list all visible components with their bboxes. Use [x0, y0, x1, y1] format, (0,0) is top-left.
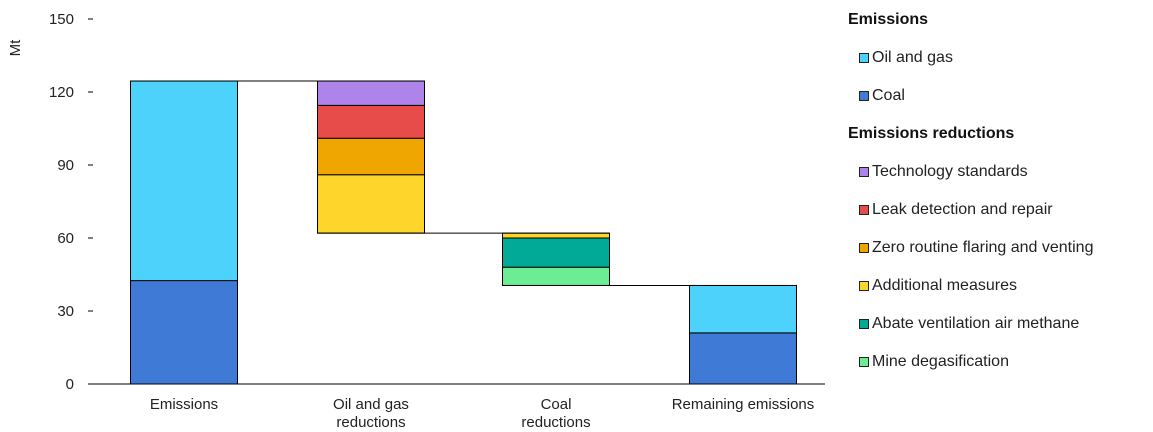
- y-tick-label: 90: [57, 157, 74, 174]
- legend-label: Oil and gas: [872, 49, 953, 66]
- legend-swatch: [859, 281, 869, 291]
- legend-swatch: [859, 357, 869, 367]
- bar-segment-mine-degasification: [502, 266, 610, 286]
- y-tick-label: 60: [57, 230, 74, 247]
- legend-item: Zero routine flaring and venting: [848, 236, 1148, 260]
- bar-segment-additional-measures: [502, 232, 610, 239]
- bar-segment-leak-detection-and-repair: [317, 104, 425, 139]
- chart-legend: Emissions Oil and gas Coal Emissions reduct…: [848, 8, 1148, 388]
- x-category-label: Oil and gas reductions: [333, 396, 409, 431]
- legend-swatch: [859, 167, 869, 177]
- y-tick-label: 120: [49, 84, 74, 101]
- bar-segment-oil-and-gas: [689, 284, 797, 334]
- legend-swatch: [859, 319, 869, 329]
- legend-label: Mine degasification: [872, 353, 1009, 370]
- bar-segment-zero-routine-flaring-and-venting: [317, 137, 425, 176]
- legend-item: Technology standards: [848, 160, 1148, 184]
- legend-swatch: [859, 53, 869, 63]
- waterfall-chart: Mt 0 30 60 90 120 150 Emissions Oil and gas reduc…: [7, 11, 825, 431]
- legend-label: Coal: [872, 87, 905, 104]
- bar-segment-coal: [130, 280, 238, 385]
- x-category-label: Coal reductions: [521, 396, 590, 431]
- legend-label: Technology standards: [872, 163, 1028, 180]
- x-category-label: Remaining emissions: [672, 396, 815, 413]
- legend-swatch: [859, 205, 869, 215]
- legend-label: Leak detection and repair: [872, 201, 1053, 218]
- x-category-label: Emissions: [150, 396, 218, 413]
- legend-item: Mine degasification: [848, 350, 1148, 374]
- legend-swatch: [859, 243, 869, 253]
- bar-segment-abate-ventilation-air-methane: [502, 237, 610, 268]
- y-axis-title: Mt: [7, 39, 24, 56]
- legend-label: Zero routine flaring and venting: [872, 239, 1094, 256]
- bar-segment-additional-measures: [317, 174, 425, 234]
- y-tick-label: 0: [66, 376, 74, 393]
- legend-item: Additional measures: [848, 274, 1148, 298]
- y-tick-label: 150: [49, 11, 74, 28]
- y-tick-label: 30: [57, 303, 74, 320]
- bar-segment-oil-and-gas: [130, 80, 238, 282]
- legend-heading: Emissions reductions: [848, 125, 1015, 142]
- legend-swatch: [859, 91, 869, 101]
- legend-item: Leak detection and repair: [848, 198, 1148, 222]
- legend-heading: Emissions: [848, 11, 929, 28]
- legend-label: Additional measures: [872, 277, 1017, 294]
- legend-item: Oil and gas: [848, 46, 1148, 70]
- bar-segment-coal: [689, 332, 797, 385]
- legend-label: Abate ventilation air methane: [872, 315, 1080, 332]
- legend-item: Coal: [848, 84, 1148, 108]
- legend-item: Abate ventilation air methane: [848, 312, 1148, 336]
- bar-segment-technology-standards: [317, 80, 425, 106]
